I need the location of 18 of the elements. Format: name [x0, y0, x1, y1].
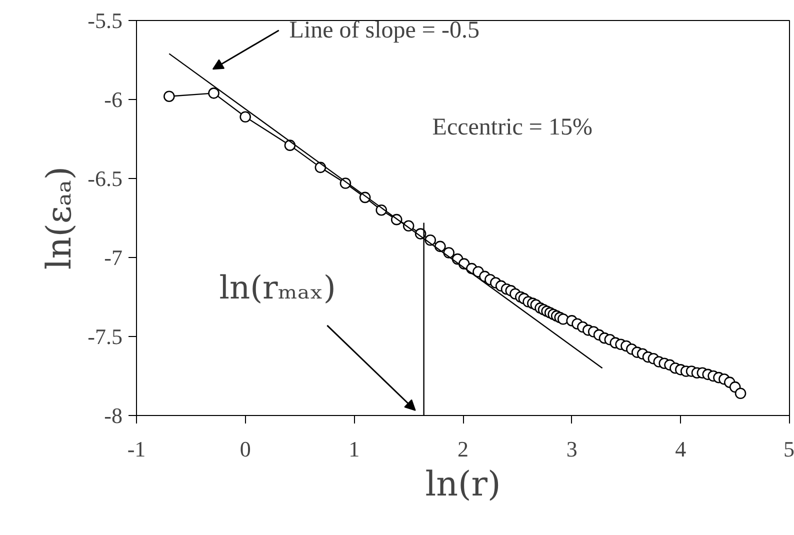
x-tick-label: 5	[784, 436, 794, 462]
y-tick-label: -6	[104, 87, 122, 112]
x-tick-label: 2	[458, 436, 468, 462]
y-tick-label: -6.5	[88, 166, 122, 191]
annotation: Eccentric = 15%	[432, 114, 592, 141]
y-tick-label: -7	[104, 245, 122, 270]
x-tick-label: 1	[348, 436, 360, 462]
x-tick-label: 3	[566, 436, 578, 462]
y-tick-label: -7.5	[88, 324, 122, 349]
x-tick-label: 0	[240, 436, 251, 462]
y-tick-label: -8	[104, 403, 122, 428]
x-axis-title: ln(r)	[425, 464, 501, 504]
x-tick-label: 4	[675, 436, 686, 462]
y-tick-label: -5.5	[88, 8, 122, 33]
x-tick-label: -1	[127, 436, 146, 462]
annotation: Line of slope = -0.5	[289, 17, 480, 44]
y-axis-title: ln(εₐₐ)	[40, 166, 80, 270]
annotation: ln(rₘₐₓ)	[219, 268, 336, 307]
